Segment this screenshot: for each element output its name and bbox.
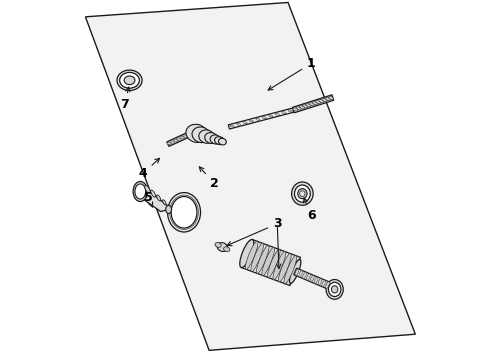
Ellipse shape	[331, 286, 338, 293]
Ellipse shape	[124, 76, 135, 85]
Ellipse shape	[163, 200, 166, 205]
Ellipse shape	[273, 251, 286, 280]
Ellipse shape	[199, 130, 215, 143]
Ellipse shape	[256, 245, 269, 274]
Polygon shape	[134, 190, 172, 212]
Ellipse shape	[223, 247, 230, 252]
Ellipse shape	[309, 103, 314, 106]
Ellipse shape	[173, 139, 178, 142]
Ellipse shape	[262, 117, 267, 119]
Ellipse shape	[215, 242, 221, 247]
Ellipse shape	[326, 279, 343, 299]
Polygon shape	[228, 108, 294, 129]
Ellipse shape	[219, 138, 226, 145]
Ellipse shape	[186, 124, 207, 143]
Ellipse shape	[168, 193, 200, 232]
Ellipse shape	[171, 197, 197, 228]
Ellipse shape	[145, 185, 150, 193]
Ellipse shape	[318, 100, 324, 103]
Polygon shape	[242, 239, 300, 285]
Ellipse shape	[318, 279, 322, 285]
Ellipse shape	[210, 135, 221, 144]
Ellipse shape	[167, 142, 172, 145]
Text: 5: 5	[144, 191, 152, 207]
Ellipse shape	[217, 243, 228, 252]
Ellipse shape	[215, 137, 224, 144]
Ellipse shape	[151, 190, 155, 197]
Ellipse shape	[307, 274, 310, 280]
Ellipse shape	[243, 122, 247, 124]
Ellipse shape	[314, 277, 318, 284]
Ellipse shape	[240, 239, 254, 267]
Ellipse shape	[316, 101, 320, 104]
Ellipse shape	[282, 112, 286, 114]
Ellipse shape	[249, 120, 253, 122]
Ellipse shape	[275, 113, 279, 115]
Polygon shape	[294, 268, 331, 289]
Text: 3: 3	[227, 217, 282, 246]
Text: 1: 1	[268, 57, 316, 90]
Ellipse shape	[328, 96, 334, 100]
Ellipse shape	[303, 272, 306, 279]
Ellipse shape	[322, 99, 327, 102]
Ellipse shape	[256, 118, 260, 120]
Ellipse shape	[298, 189, 307, 199]
Text: 4: 4	[138, 158, 160, 180]
Ellipse shape	[180, 136, 185, 139]
Text: 6: 6	[304, 198, 316, 222]
Polygon shape	[85, 3, 416, 350]
Ellipse shape	[262, 247, 274, 276]
Ellipse shape	[288, 110, 292, 112]
Ellipse shape	[157, 195, 161, 201]
Ellipse shape	[293, 108, 298, 111]
Ellipse shape	[166, 205, 171, 213]
Ellipse shape	[135, 184, 146, 199]
Ellipse shape	[290, 260, 301, 283]
Ellipse shape	[328, 282, 341, 297]
Ellipse shape	[295, 269, 299, 275]
Ellipse shape	[237, 123, 241, 125]
Ellipse shape	[189, 132, 194, 135]
Ellipse shape	[245, 241, 258, 270]
Ellipse shape	[205, 132, 218, 144]
Ellipse shape	[278, 253, 291, 282]
Ellipse shape	[117, 70, 142, 90]
Ellipse shape	[302, 105, 308, 108]
Ellipse shape	[133, 181, 147, 202]
Polygon shape	[167, 130, 194, 147]
Ellipse shape	[325, 98, 330, 101]
Text: 7: 7	[121, 87, 130, 111]
Ellipse shape	[120, 72, 139, 88]
Ellipse shape	[183, 135, 188, 138]
Ellipse shape	[294, 185, 310, 202]
Ellipse shape	[299, 270, 303, 277]
Ellipse shape	[192, 127, 211, 143]
Polygon shape	[192, 129, 223, 145]
Ellipse shape	[268, 249, 280, 278]
Ellipse shape	[306, 104, 311, 107]
Ellipse shape	[269, 115, 273, 117]
Ellipse shape	[284, 255, 297, 284]
Ellipse shape	[310, 275, 314, 282]
Ellipse shape	[322, 280, 326, 287]
Ellipse shape	[326, 282, 329, 288]
Ellipse shape	[300, 191, 305, 197]
Ellipse shape	[299, 106, 304, 109]
Ellipse shape	[251, 243, 264, 272]
Ellipse shape	[230, 125, 234, 127]
Ellipse shape	[296, 107, 301, 110]
Ellipse shape	[170, 141, 175, 143]
Ellipse shape	[186, 134, 191, 136]
Ellipse shape	[312, 102, 318, 105]
Ellipse shape	[292, 182, 313, 205]
Polygon shape	[293, 95, 334, 113]
Ellipse shape	[176, 138, 181, 140]
Text: 2: 2	[199, 167, 219, 190]
